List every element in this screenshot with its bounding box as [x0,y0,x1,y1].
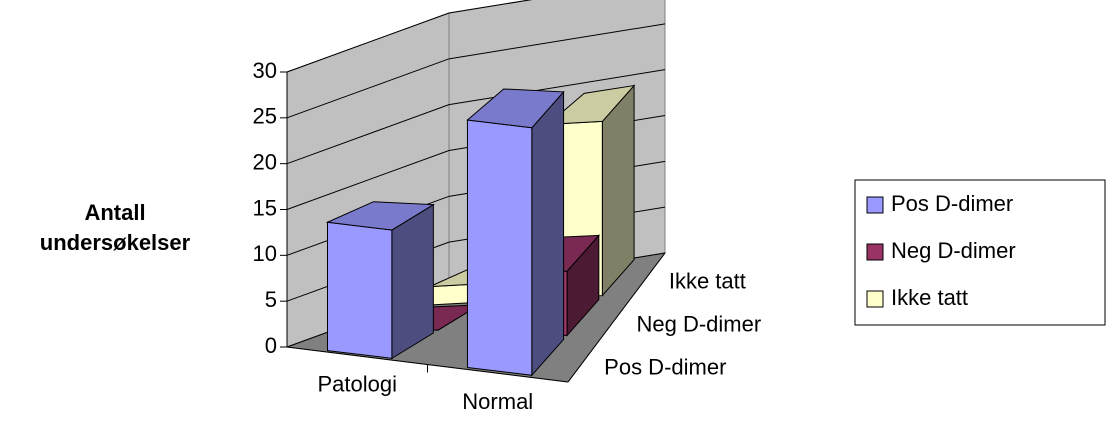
bar-side [601,84,635,297]
depth-axis [567,252,666,383]
depth-tick-label: Neg D-dimer [637,311,762,336]
x-tick-label: Patologi [317,372,397,397]
grid-line [286,0,533,73]
y-tick-label: 15 [253,195,277,220]
grid-line [286,23,666,119]
bar-front [466,119,533,376]
bar-side [391,203,434,360]
bar-top [546,84,636,125]
legend-swatch [866,290,884,308]
bar [466,88,565,377]
y-tick-label: 0 [265,333,277,358]
y-tick-label: 20 [253,149,277,174]
y-tick-label: 30 [253,58,277,83]
y-axis-label: Antall undersøkelser [39,200,191,255]
legend-swatch [866,243,884,261]
depth-tick-label: Pos D-dimer [604,354,726,379]
grid-line [286,69,666,165]
depth-tick-label: Ikke tatt [669,268,746,293]
x-tick-label: Normal [462,389,533,414]
bar-top [466,88,565,129]
y-tick-label: 5 [265,287,277,312]
legend-label: Ikke tatt [891,285,968,310]
bar-front [326,221,393,359]
legend-box [854,179,1106,326]
legend-label: Neg D-dimer [891,238,1016,263]
y-tick-label: 25 [253,104,277,129]
bar-top [325,201,435,231]
legend-swatch [866,196,884,214]
bar-side [531,90,565,377]
legend-label: Pos D-dimer [891,191,1013,216]
y-tick-label: 10 [253,241,277,266]
bar [325,201,435,360]
